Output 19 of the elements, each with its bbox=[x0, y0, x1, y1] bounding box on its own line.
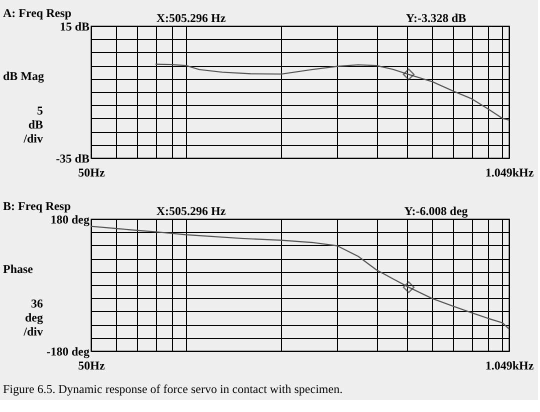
text: 36 deg /div bbox=[22, 296, 43, 338]
y-axis-title: Phase bbox=[3, 262, 34, 276]
text: X:505.296 Hz bbox=[156, 204, 226, 218]
x-tick-label: 1.049kHz bbox=[485, 358, 534, 372]
y-tick-label: -35 dB bbox=[56, 152, 90, 166]
caption: Figure 6.5. Dynamic response of force servo in contact with specimen. bbox=[3, 382, 343, 396]
y-tick-label: -180 deg bbox=[46, 344, 90, 358]
y-tick-label: 180 deg bbox=[50, 212, 90, 226]
y-tick-label: 15 dB bbox=[60, 20, 90, 34]
text: 5 dB /div bbox=[22, 103, 43, 146]
chart-title: B: Freq Resp bbox=[3, 199, 72, 213]
text: X:505.296 Hz bbox=[156, 11, 226, 25]
text: Y:-3.328 dB bbox=[406, 11, 466, 25]
x-tick-label: 50Hz bbox=[78, 358, 106, 372]
x-tick-label: 1.049kHz bbox=[485, 166, 534, 180]
text: Y:-6.008 deg bbox=[404, 204, 468, 218]
chart-title: A: Freq Resp bbox=[3, 6, 72, 20]
y-axis-title: dB Mag bbox=[3, 69, 44, 84]
x-tick-label: 50Hz bbox=[78, 166, 106, 180]
